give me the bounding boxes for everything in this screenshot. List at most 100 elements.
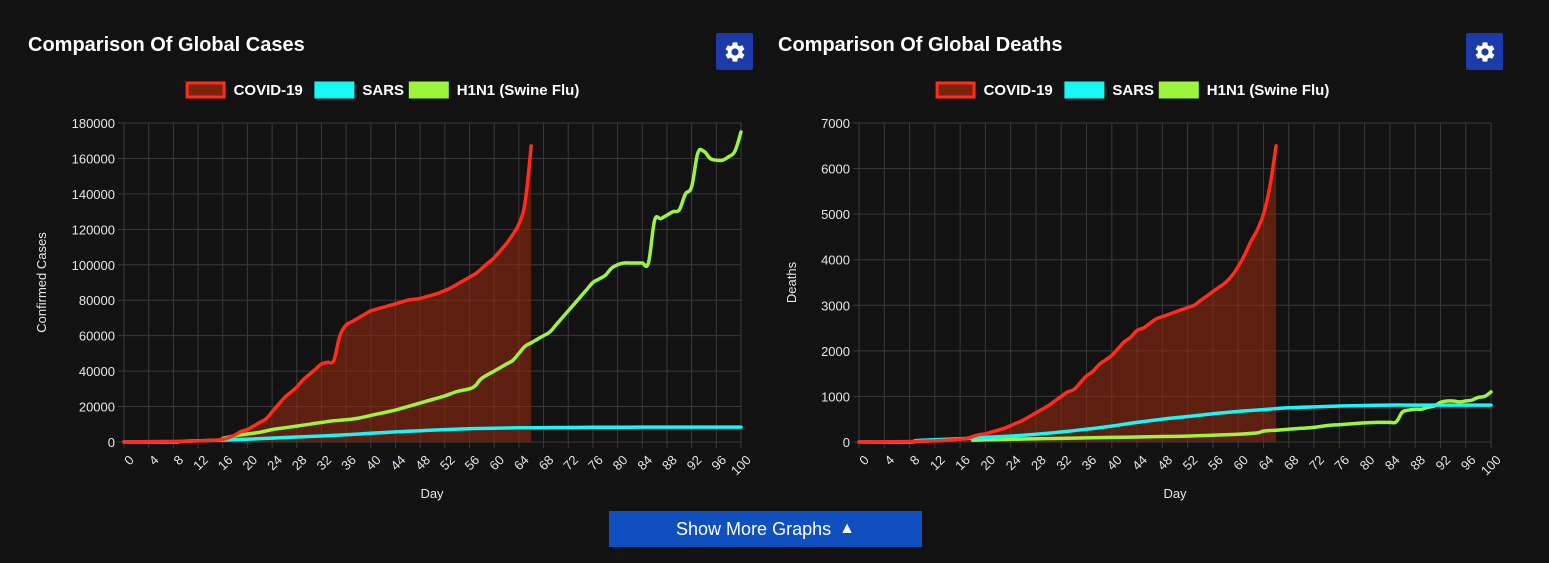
x-tick-label: 20 <box>977 452 998 473</box>
x-tick-label: 84 <box>634 452 655 473</box>
x-tick-label: 32 <box>1053 452 1074 473</box>
y-tick-label: 160000 <box>72 151 115 166</box>
legend-swatch <box>935 81 976 99</box>
x-tick-label: 84 <box>1382 452 1403 473</box>
x-tick-label: 92 <box>1433 452 1454 473</box>
legend-item-covid[interactable]: COVID-19 <box>935 81 1053 99</box>
x-axis-label: Day <box>420 486 444 501</box>
x-tick-label: 20 <box>239 452 260 473</box>
x-tick-label: 80 <box>1357 452 1378 473</box>
legend-label: H1N1 (Swine Flu) <box>1207 82 1330 99</box>
x-tick-label: 76 <box>585 452 606 473</box>
cases-chart-panel: Comparison Of Global Cases 0 20000 40000 60… <box>0 0 775 505</box>
legend-label: COVID-19 <box>234 82 303 99</box>
x-tick-label: 92 <box>684 452 705 473</box>
series-line-h1n1 <box>971 390 1493 442</box>
legend: COVID-19 SARS H1N1 (Swine Flu) <box>935 81 1330 100</box>
x-tick-label: 68 <box>536 452 557 473</box>
deaths-chart-title: Comparison Of Global Deaths <box>778 34 1063 56</box>
y-tick-label: 80000 <box>79 293 115 308</box>
x-tick-label: 72 <box>560 452 581 473</box>
x-tick-label: 100 <box>1478 452 1504 478</box>
series-line-covid <box>857 144 1278 444</box>
y-tick-label: 3000 <box>821 298 850 313</box>
x-tick-label: 48 <box>1154 452 1175 473</box>
cases-line-chart: 0 20000 40000 60000 80000 100000 120000 140000 1… <box>34 81 754 501</box>
legend-item-h1n1[interactable]: H1N1 (Swine Flu) <box>1158 81 1330 100</box>
gear-icon <box>725 41 744 62</box>
x-tick-label: 36 <box>1079 452 1100 473</box>
y-tick-label: 4000 <box>821 253 850 268</box>
x-tick-label: 32 <box>314 452 335 473</box>
grid <box>853 122 1492 448</box>
show-more-graphs-button[interactable]: Show More Graphs ▲ <box>609 511 922 547</box>
x-tick-label: 88 <box>659 452 680 473</box>
x-tick-label: 40 <box>1104 452 1125 473</box>
legend-label: COVID-19 <box>984 82 1053 99</box>
legend-item-covid[interactable]: COVID-19 <box>185 81 303 99</box>
y-tick-label: 60000 <box>79 329 115 344</box>
series-group <box>857 144 1493 444</box>
show-more-label: Show More Graphs <box>676 518 832 539</box>
x-tick-label: 44 <box>1129 452 1150 473</box>
y-tick-label: 20000 <box>79 400 115 415</box>
legend-swatch <box>314 81 355 99</box>
x-tick-label: 12 <box>927 452 948 473</box>
x-tick-label: 44 <box>388 452 409 473</box>
legend-item-sars[interactable]: SARS <box>314 81 404 100</box>
legend-swatch <box>408 81 449 99</box>
y-tick-label: 40000 <box>79 364 115 379</box>
x-tick-label: 4 <box>146 452 162 468</box>
legend-swatch <box>1158 81 1199 99</box>
y-tick-label: 140000 <box>72 187 115 202</box>
triangle-up-icon: ▲ <box>839 520 855 537</box>
y-tick-label: 5000 <box>821 207 850 222</box>
legend-swatch <box>185 81 226 99</box>
y-tick-label: 6000 <box>821 162 850 177</box>
x-tick-label: 8 <box>171 452 187 468</box>
y-tick-label: 1000 <box>821 389 850 404</box>
gear-icon <box>1475 41 1494 62</box>
legend-item-sars[interactable]: SARS <box>1064 81 1154 100</box>
x-tick-label: 24 <box>1003 452 1024 473</box>
x-tick-label: 52 <box>437 452 458 473</box>
x-tick-label: 56 <box>462 452 483 473</box>
x-tick-label: 0 <box>856 452 872 468</box>
legend-swatch <box>1064 81 1105 99</box>
y-tick-label: 7000 <box>821 116 850 131</box>
x-tick-label: 12 <box>190 452 211 473</box>
y-tick-label: 2000 <box>821 344 850 359</box>
x-tick-label: 96 <box>1458 452 1479 473</box>
x-axis-label: Day <box>1163 486 1187 501</box>
cases-settings-button[interactable] <box>716 33 753 70</box>
x-tick-label: 28 <box>289 452 310 473</box>
x-tick-label: 68 <box>1281 452 1302 473</box>
deaths-chart-panel: Comparison Of Global Deaths 0 1000 2000 300… <box>750 0 1530 505</box>
x-tick-label: 36 <box>338 452 359 473</box>
y-tick-label: 0 <box>108 435 115 450</box>
series-area-covid <box>124 146 532 442</box>
series-area-covid <box>859 145 1277 443</box>
y-tick-label: 180000 <box>72 116 115 131</box>
y-tick-label: 120000 <box>72 222 115 237</box>
x-tick-label: 0 <box>121 452 137 468</box>
legend-item-h1n1[interactable]: H1N1 (Swine Flu) <box>408 81 580 100</box>
x-tick-label: 60 <box>486 452 507 473</box>
x-tick-label: 16 <box>952 452 973 473</box>
legend-label: SARS <box>362 82 404 99</box>
x-tick-label: 80 <box>610 452 631 473</box>
x-tick-label: 16 <box>215 452 236 473</box>
series-line-covid <box>122 144 533 444</box>
x-tick-label: 64 <box>1256 452 1277 473</box>
x-tick-label: 72 <box>1306 452 1327 473</box>
series-line-h1n1 <box>220 130 743 441</box>
x-tick-label: 60 <box>1230 452 1251 473</box>
x-tick-label: 64 <box>511 452 532 473</box>
series-group <box>122 130 743 444</box>
deaths-settings-button[interactable] <box>1466 33 1503 70</box>
x-tick-label: 48 <box>412 452 433 473</box>
x-tick-label: 40 <box>363 452 384 473</box>
cases-chart-title: Comparison Of Global Cases <box>28 34 305 56</box>
y-tick-label: 100000 <box>72 258 115 273</box>
